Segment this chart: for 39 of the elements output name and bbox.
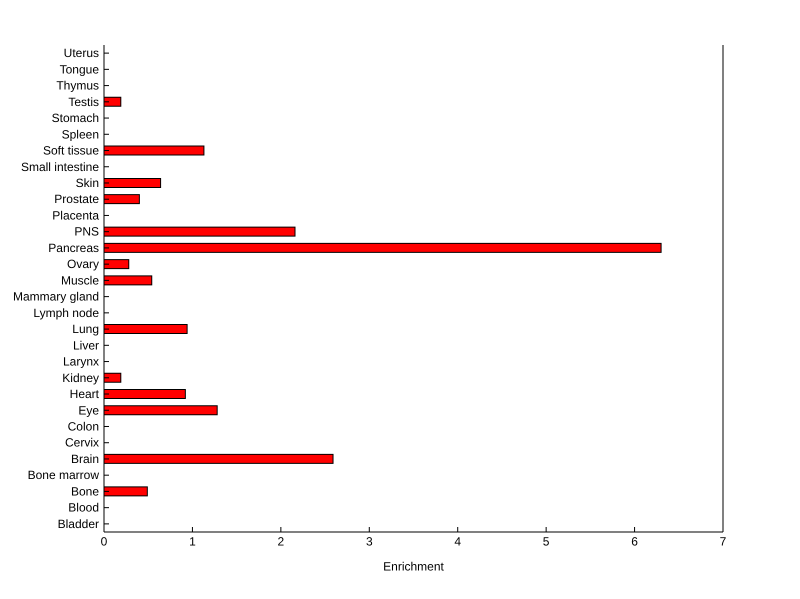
y-tick-label: Small intestine xyxy=(20,160,100,174)
y-tick-label: Lung xyxy=(72,322,99,336)
y-tick-label: Testis xyxy=(68,94,99,109)
x-tick-label: 7 xyxy=(720,534,727,549)
x-tick-label: 0 xyxy=(100,534,108,549)
y-tick-label: Colon xyxy=(68,419,99,434)
y-tick-label: PNS xyxy=(74,224,99,239)
y-tick-label: Brain xyxy=(70,452,99,466)
y-tick-label: Prostate xyxy=(54,192,100,206)
y-tick-label: Placenta xyxy=(52,208,100,222)
y-tick-label: Tongue xyxy=(60,62,100,76)
y-tick-label: Spleen xyxy=(62,127,99,142)
y-tick-label: Heart xyxy=(70,387,100,402)
y-tick-label: Blood xyxy=(68,500,99,515)
x-tick-label: 3 xyxy=(366,534,373,549)
y-tick-label: Soft tissue xyxy=(42,144,100,158)
x-tick-label: 2 xyxy=(278,534,285,549)
y-tick-label: Ovary xyxy=(66,257,99,272)
x-tick-label: 4 xyxy=(454,534,462,549)
y-tick-label: Kidney xyxy=(62,370,99,385)
y-tick-label: Pancreas xyxy=(48,240,99,255)
x-axis-title: Enrichment xyxy=(383,560,445,574)
y-tick-label: Muscle xyxy=(60,273,100,288)
y-tick-label: Mammary gland xyxy=(12,290,99,304)
y-tick-label: Liver xyxy=(72,338,99,352)
y-tick-label: Lymph node xyxy=(33,306,100,320)
y-tick-label: Larynx xyxy=(62,354,99,369)
y-tick-label: Bone marrow xyxy=(28,468,100,482)
x-tick-label: 1 xyxy=(189,534,196,549)
y-tick-label: Bone xyxy=(70,484,100,498)
y-tick-label: Eye xyxy=(78,403,100,418)
x-tick-label: 5 xyxy=(542,534,550,549)
y-tick-label: Bladder xyxy=(58,516,99,531)
y-tick-label: Cervix xyxy=(64,436,99,450)
y-tick-label: Stomach xyxy=(52,111,99,126)
x-tick-label: 6 xyxy=(631,534,638,549)
y-tick-label: Thymus xyxy=(56,78,99,93)
y-tick-label: Skin xyxy=(76,176,99,190)
y-tick-label: Uterus xyxy=(64,46,99,60)
